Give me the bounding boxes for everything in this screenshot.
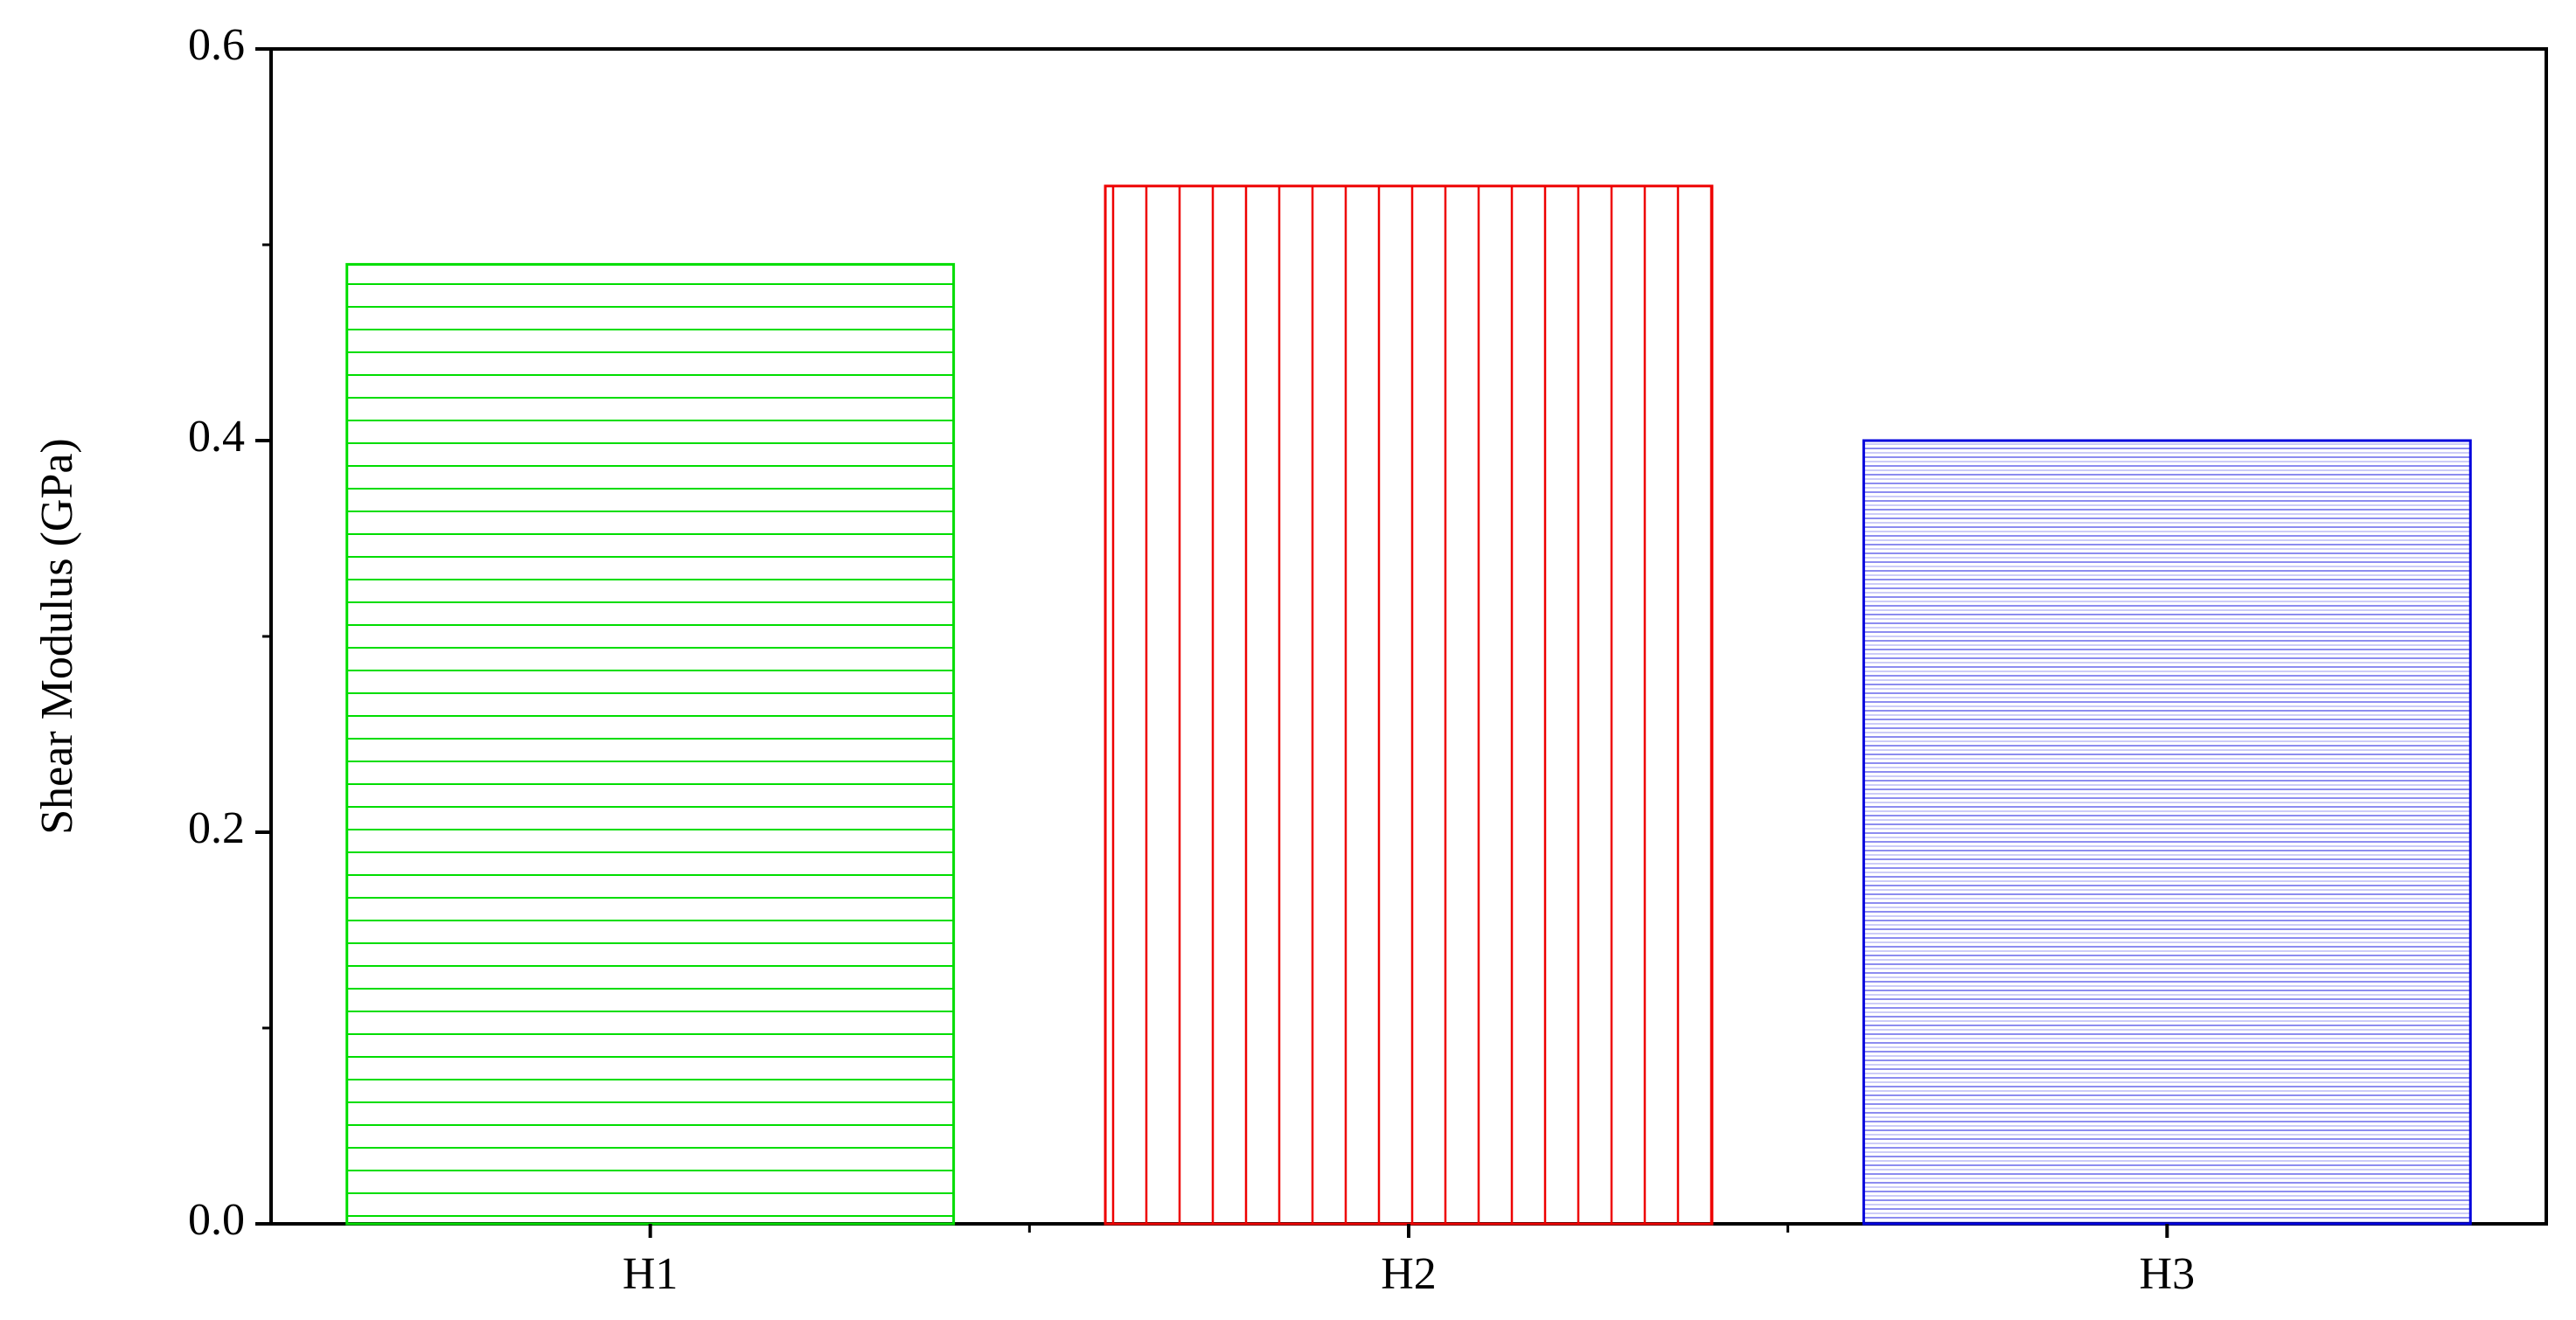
y-tick-label: 0.4	[188, 412, 245, 462]
y-tick-label: 0.6	[188, 20, 245, 70]
x-tick-label: H2	[1381, 1249, 1437, 1299]
bar	[345, 262, 956, 1226]
y-axis-label: Shear Modulus (GPa)	[32, 438, 82, 835]
x-tick-label: H3	[2140, 1249, 2196, 1299]
y-tick-label: 0.0	[188, 1195, 245, 1245]
y-tick-label: 0.2	[188, 803, 245, 853]
bar	[1104, 184, 1714, 1226]
bar	[1862, 439, 2472, 1226]
x-tick-label: H1	[623, 1249, 679, 1299]
